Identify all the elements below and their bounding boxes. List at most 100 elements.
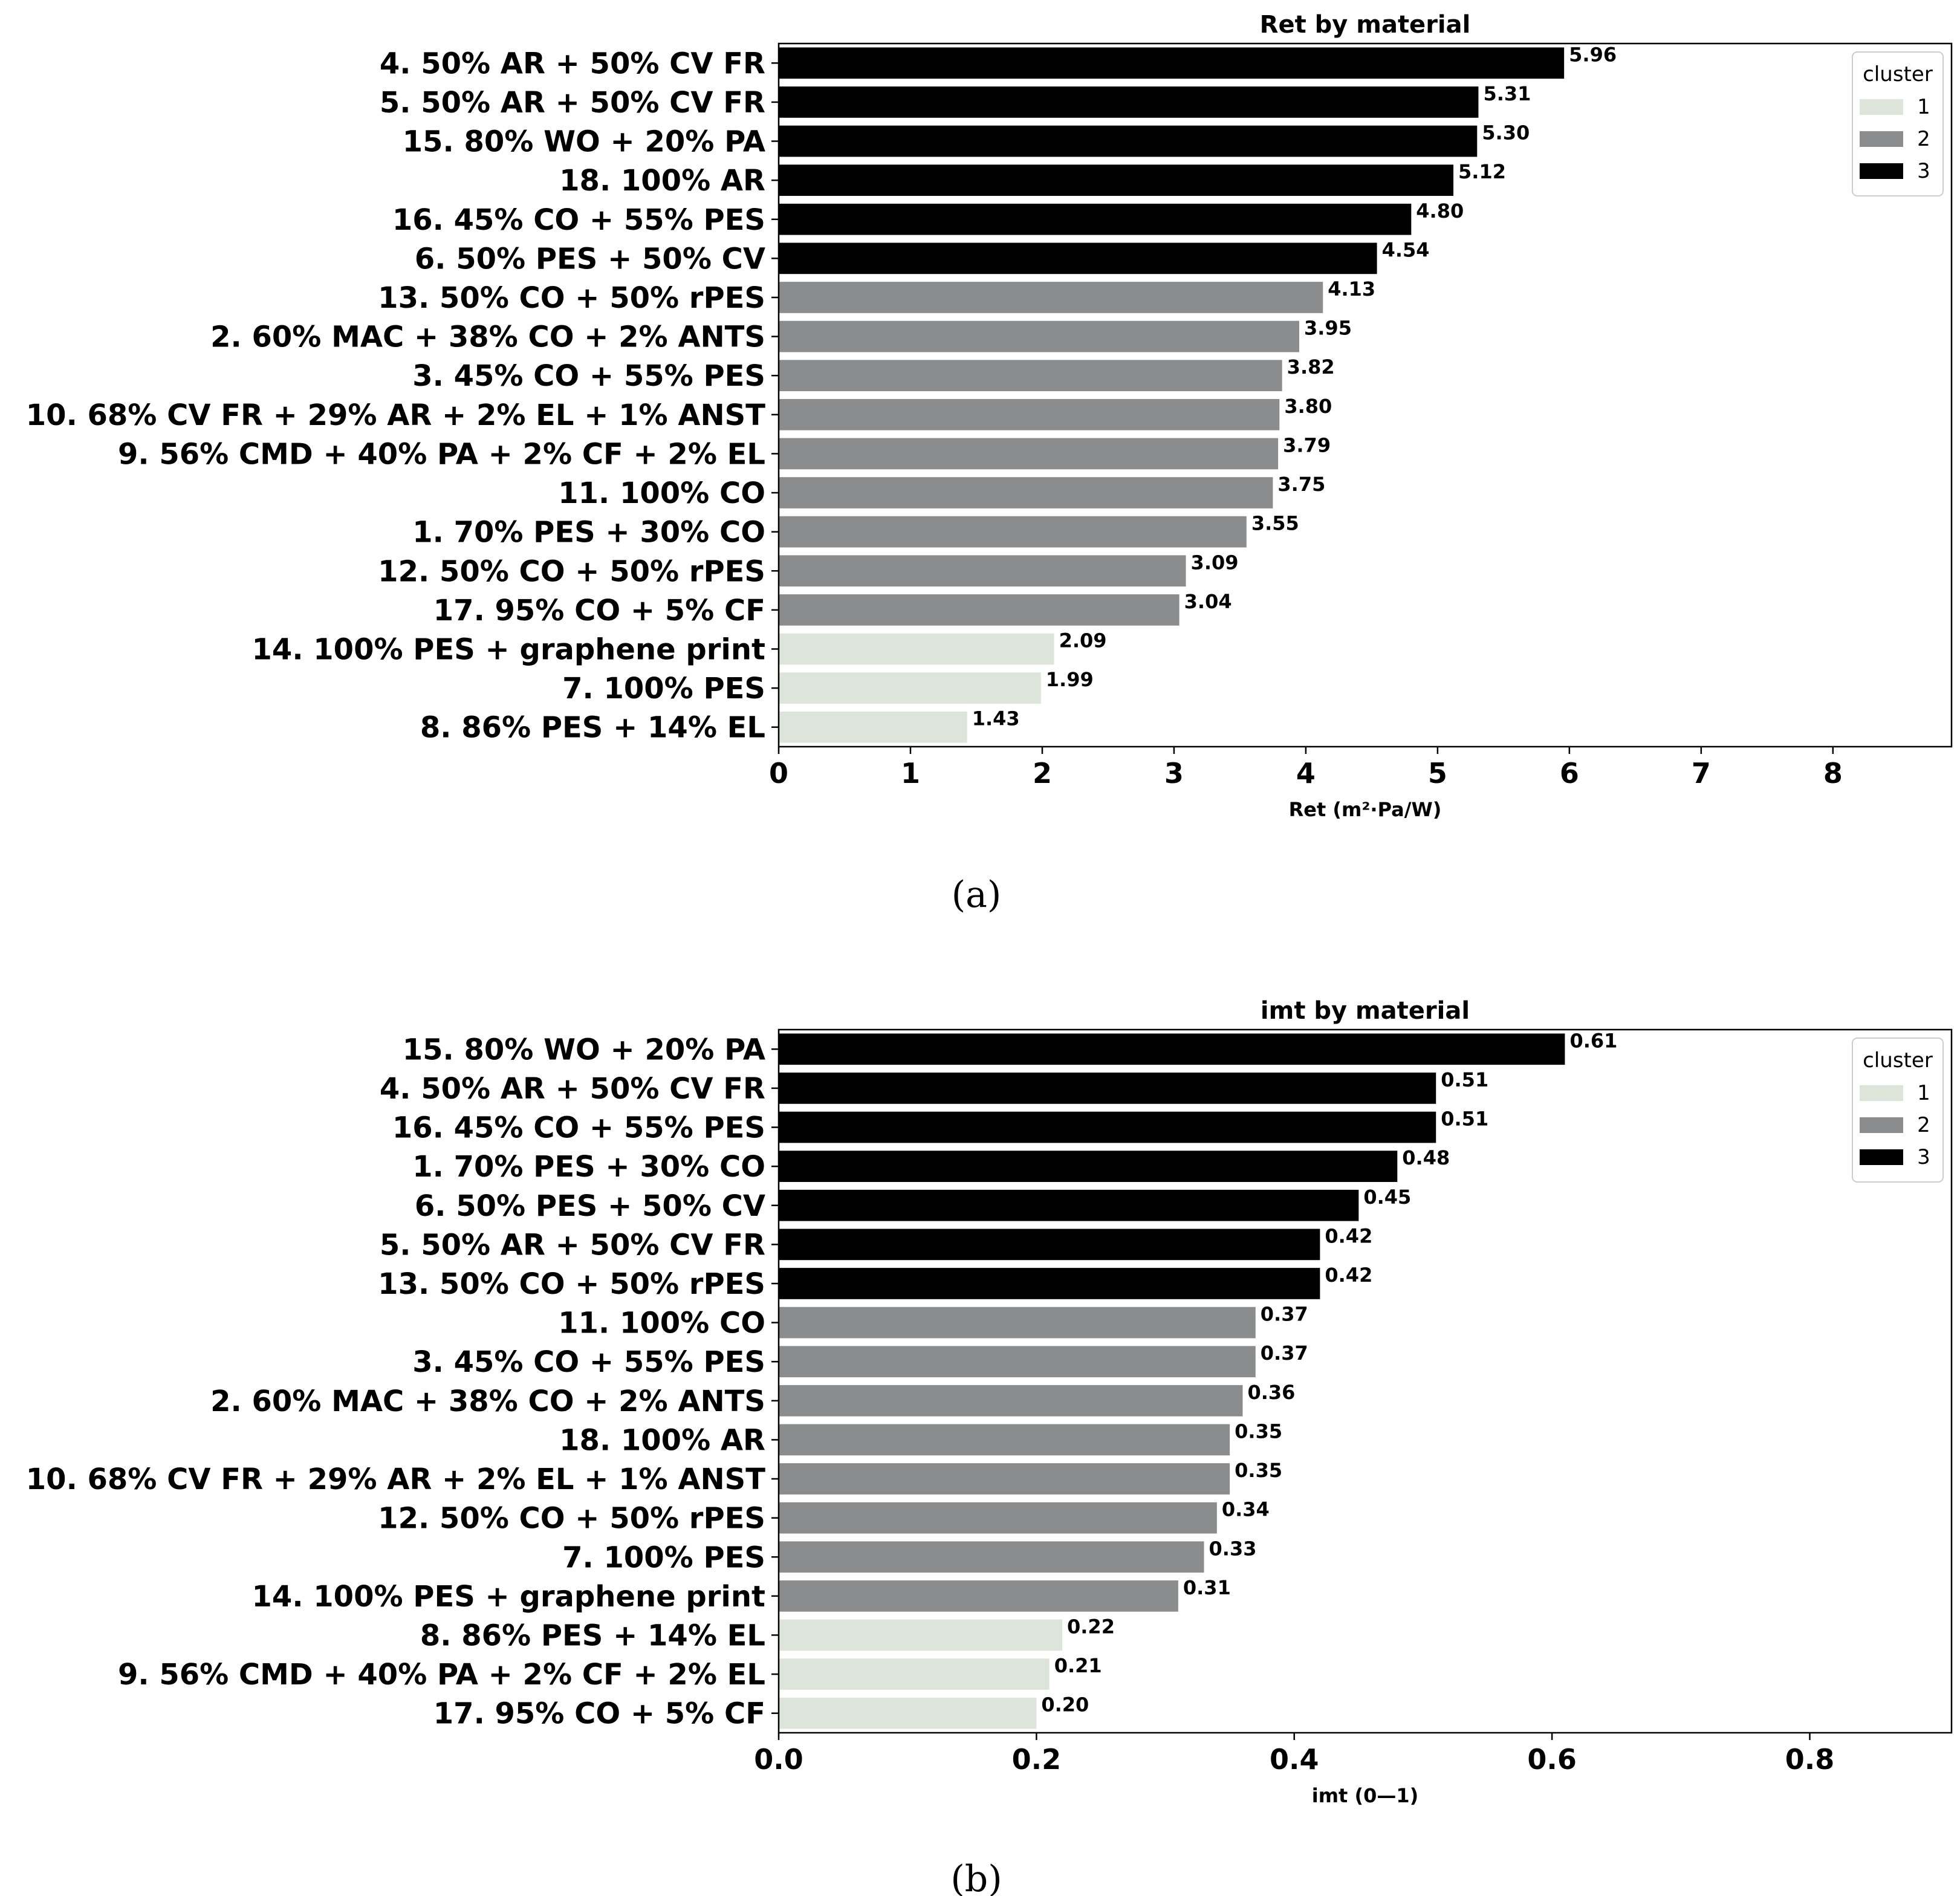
bar (779, 47, 1565, 79)
legend-swatch (1860, 163, 1903, 179)
legend-swatch (1860, 99, 1903, 115)
value-label: 0.51 (1441, 1108, 1488, 1131)
value-label: 0.34 (1222, 1498, 1270, 1521)
value-label: 0.22 (1067, 1615, 1115, 1638)
x-tick-label: 1 (901, 757, 920, 790)
bar (779, 360, 1282, 392)
bar (779, 1111, 1436, 1143)
legend-label: 3 (1917, 1145, 1930, 1169)
value-label: 4.80 (1416, 200, 1464, 222)
value-label: 5.96 (1569, 43, 1617, 66)
chart-title: Ret by material (1260, 11, 1471, 39)
x-tick-label: 5 (1428, 757, 1447, 790)
value-label: 0.42 (1325, 1224, 1372, 1247)
category-label: 1. 70% PES + 30% CO (412, 1150, 765, 1184)
value-label: 0.20 (1041, 1693, 1089, 1716)
bar (779, 633, 1054, 665)
legend-swatch (1860, 131, 1903, 147)
bar (779, 125, 1478, 157)
category-label: 9. 56% CMD + 40% PA + 2% CF + 2% EL (118, 1658, 765, 1692)
category-label: 6. 50% PES + 50% CV (415, 242, 765, 276)
category-label: 13. 50% CO + 50% rPES (378, 281, 765, 315)
legend-label: 1 (1917, 1081, 1930, 1105)
category-label: 5. 50% AR + 50% CV FR (380, 86, 765, 120)
category-label: 3. 45% CO + 55% PES (412, 1345, 765, 1379)
category-label: 18. 100% AR (559, 1423, 765, 1457)
legend-swatch (1860, 1149, 1903, 1165)
x-tick-label: 8 (1823, 757, 1843, 790)
value-label: 3.04 (1184, 590, 1232, 613)
bar (779, 86, 1479, 118)
category-label: 17. 95% CO + 5% CF (433, 1697, 765, 1731)
legend: cluster 1 2 3 (1852, 51, 1944, 196)
legend-box (1852, 51, 1944, 196)
value-label: 3.09 (1191, 551, 1239, 574)
bar (779, 594, 1180, 626)
value-label: 0.35 (1235, 1420, 1282, 1443)
bar (779, 1268, 1320, 1299)
x-tick-label: 0.8 (1785, 1743, 1835, 1776)
category-label: 11. 100% CO (558, 1307, 765, 1340)
category-label: 12. 50% CO + 50% rPES (378, 554, 765, 588)
category-label: 14. 100% PES + graphene print (252, 632, 765, 666)
value-label: 0.36 (1247, 1381, 1295, 1404)
category-label: 3. 45% CO + 55% PES (412, 359, 765, 393)
value-label: 5.12 (1458, 160, 1506, 183)
bar (779, 711, 967, 743)
value-label: 1.43 (972, 707, 1020, 730)
x-tick-label: 2 (1033, 757, 1052, 790)
x-tick-label: 0.0 (754, 1743, 803, 1776)
figure-caption: (b) (950, 1858, 1002, 1896)
bar (779, 1073, 1436, 1104)
category-label: 9. 56% CMD + 40% PA + 2% CF + 2% EL (118, 437, 765, 471)
x-tick-label: 6 (1560, 757, 1579, 790)
value-label: 3.55 (1251, 512, 1299, 535)
value-label: 0.61 (1569, 1029, 1617, 1052)
category-label: 12. 50% CO + 50% rPES (378, 1502, 765, 1536)
value-label: 0.42 (1325, 1264, 1372, 1287)
value-label: 0.35 (1235, 1459, 1282, 1482)
category-label: 1. 70% PES + 30% CO (412, 516, 765, 550)
bar (779, 1658, 1050, 1690)
category-label: 6. 50% PES + 50% CV (415, 1189, 765, 1223)
bar (779, 1697, 1037, 1729)
legend-swatch (1860, 1085, 1903, 1101)
value-label: 0.51 (1441, 1068, 1488, 1091)
value-label: 3.95 (1304, 317, 1352, 340)
bar (779, 203, 1412, 235)
bar (779, 438, 1279, 470)
bar (779, 282, 1323, 313)
category-label: 15. 80% WO + 20% PA (403, 1033, 765, 1066)
legend-title: cluster (1863, 1048, 1933, 1073)
category-label: 5. 50% AR + 50% CV FR (380, 1228, 765, 1262)
bar (779, 1463, 1230, 1495)
bar (779, 398, 1280, 430)
bar (779, 1033, 1565, 1065)
category-label: 11. 100% CO (558, 476, 765, 510)
category-label: 4. 50% AR + 50% CV FR (380, 1072, 765, 1106)
value-label: 5.31 (1483, 82, 1531, 105)
x-tick-label: 0 (769, 757, 788, 790)
value-label: 0.45 (1363, 1186, 1411, 1209)
category-label: 17. 95% CO + 5% CF (433, 594, 765, 628)
value-label: 0.31 (1183, 1576, 1231, 1599)
category-label: 14. 100% PES + graphene print (252, 1580, 765, 1614)
bar (779, 1385, 1243, 1417)
category-label: 7. 100% PES (562, 672, 765, 706)
value-label: 3.82 (1287, 356, 1335, 378)
category-label: 2. 60% MAC + 38% CO + 2% ANTS (210, 1385, 765, 1418)
bar (779, 1424, 1230, 1456)
value-label: 0.33 (1209, 1537, 1257, 1560)
value-label: 3.79 (1283, 433, 1331, 456)
legend-label: 2 (1917, 127, 1930, 151)
legend: cluster 1 2 3 (1852, 1037, 1944, 1183)
value-label: 4.54 (1382, 238, 1430, 261)
category-label: 2. 60% MAC + 38% CO + 2% ANTS (210, 320, 765, 354)
x-tick-label: 0.2 (1012, 1743, 1062, 1776)
category-label: 18. 100% AR (559, 164, 765, 198)
bar (779, 477, 1273, 508)
bar (779, 242, 1377, 274)
bar (779, 1580, 1178, 1612)
bar (779, 555, 1186, 587)
